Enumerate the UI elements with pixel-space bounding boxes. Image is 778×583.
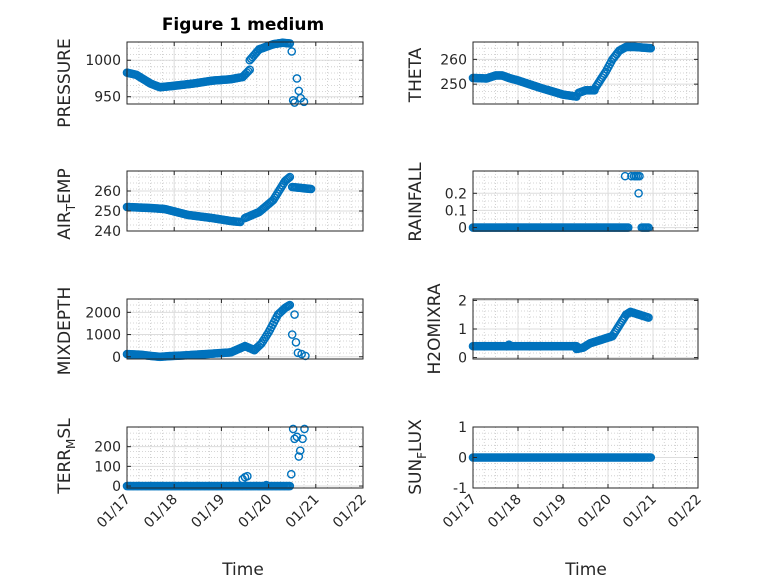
y-tick-label: 260	[94, 184, 121, 200]
data-point	[291, 338, 301, 347]
data-point	[244, 66, 253, 76]
x-tick-label: 01/19	[188, 492, 228, 532]
x-tick-label: 01/17	[440, 492, 480, 532]
y-tick-label: 100	[94, 459, 121, 475]
y-tick-label: 2	[458, 293, 467, 309]
x-tick-label: 01/22	[665, 492, 705, 532]
x-tick-label: 01/21	[620, 492, 660, 532]
y-label-air-temp: AIRTEMP	[55, 168, 78, 239]
data-point	[283, 174, 292, 184]
data-point	[620, 171, 630, 181]
y-tick-label: 200	[94, 440, 121, 456]
x-tick-label: 01/18	[141, 492, 181, 532]
y-tick-label: 0	[458, 351, 467, 367]
data-point	[286, 469, 296, 479]
x-axis-label-left: Time	[221, 560, 264, 580]
data-point	[504, 340, 514, 350]
data-point	[292, 432, 302, 442]
data-point	[306, 184, 316, 194]
data-point	[285, 172, 295, 182]
data-point	[287, 47, 297, 56]
axes-box	[126, 41, 364, 105]
x-tick-label: 01/20	[575, 492, 615, 532]
y-tick-label: 1000	[85, 328, 121, 344]
data-point	[627, 171, 636, 181]
x-tick-label: 01/19	[530, 492, 570, 532]
x-tick-label: 01/21	[283, 492, 323, 532]
data-point	[290, 434, 299, 444]
x-axis-label-right: Time	[564, 560, 607, 580]
panel-pressure: 950 1000	[85, 38, 364, 107]
data-point	[600, 69, 609, 78]
y-tick-label: 0	[112, 350, 121, 366]
data-point	[299, 97, 309, 107]
data-point	[644, 313, 653, 322]
y-tick-label: 950	[94, 90, 121, 106]
data-point	[261, 480, 271, 490]
y-tick-label: 0.2	[445, 186, 467, 202]
axes-box	[126, 298, 364, 360]
y-tick-label: 1000	[85, 53, 121, 69]
data-point	[245, 65, 255, 75]
panel-terr-msl: 0 100 200 01/17 01/18 01/19 01/20 01/21 01/22	[94, 424, 370, 532]
y-tick-label: 2000	[85, 305, 121, 321]
y-label-rainfall: RAINFALL	[406, 162, 426, 242]
panel-sun-flux: -1 0 1 01/17 01/18 01/19 01/20 01/21 01/22	[440, 420, 705, 531]
panel-mixdepth: 0 1000 2000	[85, 298, 364, 366]
y-tick-label: 0.1	[445, 203, 467, 219]
y-tick-label: 260	[440, 52, 467, 68]
y-label-terr-msl: TERRMSL	[55, 418, 78, 495]
data-point	[293, 348, 303, 358]
y-tick-label: 250	[94, 204, 121, 220]
data-point	[285, 39, 295, 48]
y-label-h2omixra: H2OMIXRA	[425, 283, 445, 374]
axes-box	[126, 170, 364, 232]
data-point	[290, 310, 299, 319]
panel-theta: 250 260	[440, 41, 699, 105]
y-tick-label: 1	[458, 322, 467, 338]
y-tick-label: 250	[440, 77, 467, 93]
x-tick-label: 01/22	[330, 492, 370, 532]
data-point	[634, 188, 643, 198]
data-point	[635, 171, 644, 181]
data-point	[287, 330, 297, 339]
y-tick-label: -1	[453, 481, 467, 497]
x-tick-label: 01/18	[485, 492, 525, 532]
data-point	[295, 446, 305, 455]
subplot-grid: 950100025026024025026000.10.201000200001…	[85, 38, 705, 532]
data-point	[288, 424, 298, 434]
panel-air-temp: 240 250 260	[94, 170, 364, 240]
data-point	[300, 424, 309, 434]
panel-h2omixra: 0 1 2	[458, 293, 699, 367]
y-tick-label: 0	[458, 221, 467, 237]
data-point	[294, 452, 304, 461]
panel-rainfall: 0 0.10.2	[445, 170, 699, 237]
y-label-pressure: PRESSURE	[55, 38, 75, 127]
data-point	[284, 173, 293, 183]
x-tick-label: 01/17	[94, 492, 134, 532]
y-tick-label: 0	[112, 479, 121, 495]
axes-box	[472, 41, 699, 105]
data-point	[646, 453, 656, 462]
data-point	[290, 98, 299, 107]
data-point	[285, 481, 295, 491]
y-label-theta: THETA	[406, 47, 426, 103]
data-point	[292, 74, 302, 83]
data-point	[243, 471, 252, 481]
data-point	[298, 434, 307, 444]
y-tick-label: 0	[458, 451, 467, 467]
axes-box	[472, 170, 699, 232]
figure-title: Figure 1 medium	[162, 15, 324, 35]
y-label-sun-flux: SUNFLUX	[406, 419, 429, 495]
x-tick-label: 01/20	[236, 492, 276, 532]
data-point	[285, 300, 295, 310]
data-point	[646, 43, 656, 53]
y-tick-label: 240	[94, 224, 121, 240]
axes-box	[126, 426, 364, 489]
y-tick-label: 1	[458, 420, 467, 436]
y-label-mixdepth: MIXDEPTH	[55, 287, 75, 376]
